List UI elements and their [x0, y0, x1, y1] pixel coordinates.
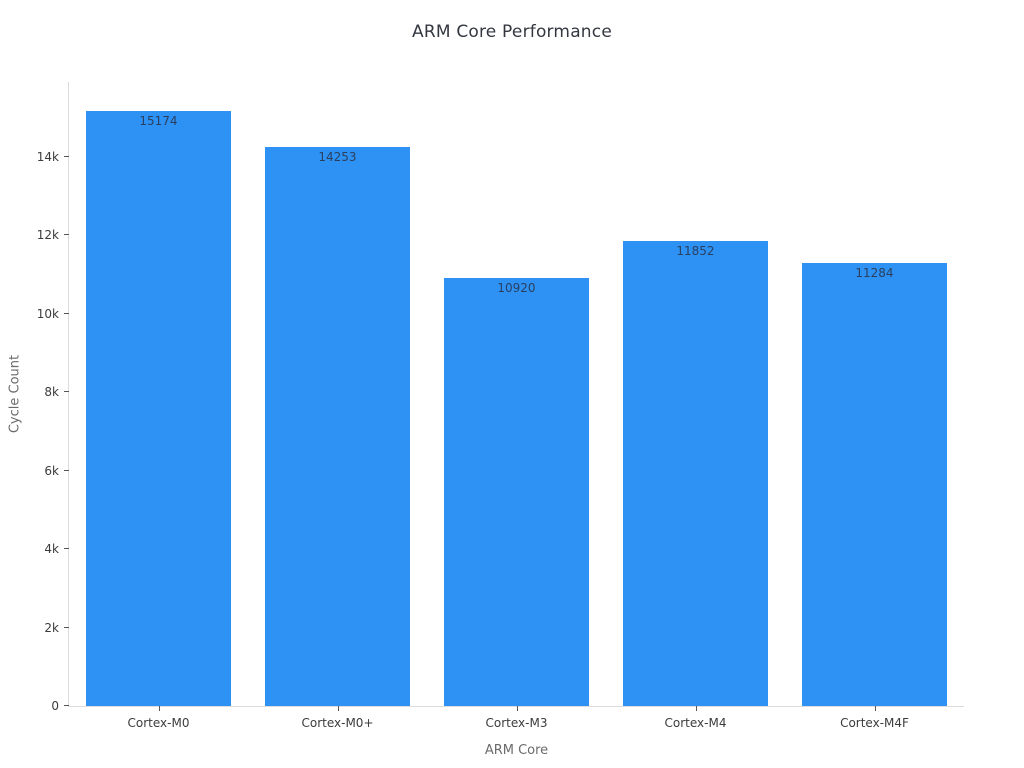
bar-Cortex-M4[interactable]: 11852: [623, 241, 768, 706]
bar-Cortex-M0+[interactable]: 14253: [265, 146, 410, 706]
y-tick-label-10k: 10k: [36, 306, 59, 321]
y-tick-mark: [64, 155, 69, 157]
x-tick-label-Cortex-M3: Cortex-M3: [485, 716, 548, 730]
y-tick-mark: [64, 705, 69, 706]
x-tick-mark: [695, 706, 697, 711]
y-tick-mark: [64, 234, 69, 236]
x-tick-label-Cortex-M4F: Cortex-M4F: [840, 716, 909, 730]
bar-Cortex-M3[interactable]: 10920: [444, 277, 589, 706]
y-tick-label-0: 0: [51, 699, 59, 713]
bar-value-label-Cortex-M4: 11852: [676, 244, 715, 259]
bar-value-label-Cortex-M3: 10920: [497, 280, 536, 295]
y-tick-label-8k: 8k: [44, 385, 59, 400]
x-tick-mark: [337, 706, 339, 711]
plot-area: ARM Core Cycle Count 0 2k 4k 6k 8k 10k 12k 14k 1…: [8, 82, 964, 758]
x-axis-title: ARM Core: [484, 743, 549, 758]
y-tick-mark: [64, 312, 69, 314]
y-tick-label-6k: 6k: [44, 463, 59, 478]
x-tick-label-Cortex-M0: Cortex-M0: [127, 716, 190, 730]
x-tick-mark: [158, 706, 160, 711]
y-tick-mark: [64, 548, 69, 550]
y-tick-mark: [64, 391, 69, 393]
y-tick-label-4k: 4k: [44, 542, 59, 557]
y-tick-label-14k: 14k: [36, 149, 59, 164]
y-tick-label-2k: 2k: [44, 620, 59, 635]
y-axis-title: Cycle Count: [7, 354, 23, 434]
bar-value-label-Cortex-M4F: 11284: [855, 266, 894, 281]
bar-value-label-Cortex-M0+: 14253: [318, 149, 357, 164]
x-tick-mark: [874, 706, 876, 711]
chart-title: ARM Core Performance: [412, 22, 612, 42]
bar-Cortex-M0[interactable]: 15174: [86, 110, 231, 706]
bar-Cortex-M4F[interactable]: 11284: [802, 263, 947, 706]
y-tick-mark: [64, 469, 69, 471]
x-tick-label-Cortex-M4: Cortex-M4: [664, 716, 727, 730]
y-tick-mark: [64, 626, 69, 628]
y-tick-label-12k: 12k: [36, 228, 59, 243]
x-tick-mark: [516, 706, 518, 711]
x-tick-label-Cortex-M0+: Cortex-M0+: [301, 716, 374, 730]
bar-value-label-Cortex-M0: 15174: [139, 113, 178, 128]
